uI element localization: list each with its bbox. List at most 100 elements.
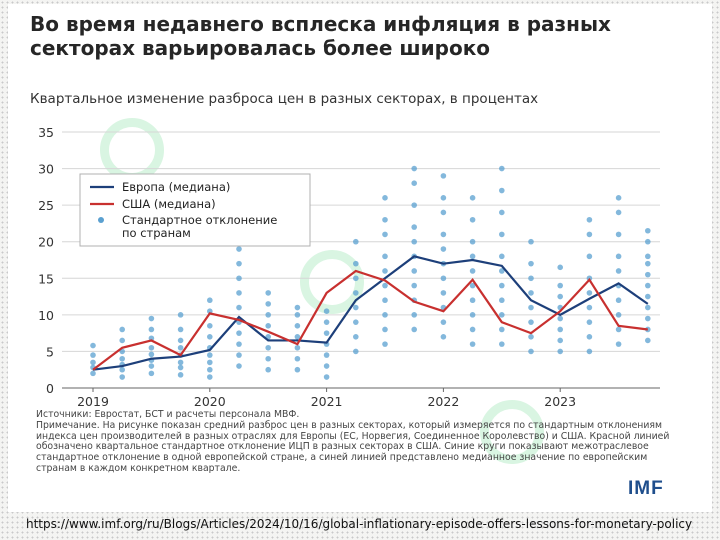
y-tick-label: 30 [38,162,54,177]
inflation-dispersion-chart: 0 5 10 15 20 25 30 35 2019 2020 2021 2022 2023 Евро… [38,125,660,409]
country-dot [148,326,155,333]
country-dot [499,231,505,238]
country-dot [528,290,534,296]
chart-card [8,4,712,512]
country-dot [499,297,505,304]
chart-subtitle: Квартальное изменение разброса цен в раз… [30,91,539,107]
country-dot [645,227,651,234]
country-dot [440,209,447,216]
country-dot [148,351,155,358]
country-dot [294,334,301,340]
country-dot [382,253,388,260]
country-dot [411,165,418,172]
country-dot [528,260,534,267]
country-dot [353,290,359,296]
country-dot [557,326,563,333]
country-dot [411,326,418,333]
country-dot [323,319,330,325]
country-dot [586,319,593,325]
country-dot [615,326,622,333]
country-dot [353,275,359,282]
country-dot [207,359,213,366]
country-dot [411,224,418,230]
country-dot [265,344,272,351]
notes: Источники: Евростат, БСТ и расчеты персо… [36,409,676,475]
x-tick-label: 2019 [77,394,109,409]
country-dot [119,374,125,380]
country-dot [236,363,242,369]
y-tick-label: 20 [38,235,54,250]
country-dot [499,268,505,274]
country-dot [586,216,593,223]
country-dot [586,348,593,355]
country-dot [645,304,651,311]
country-dot [528,319,534,325]
legend-dots-label: Стандартное отклонение по странам [122,213,281,240]
country-dot [353,319,359,325]
europe-median-line [92,255,649,371]
country-dot [645,260,651,267]
country-dot [528,348,534,355]
y-tick-label: 0 [46,381,54,396]
country-dot [645,293,651,300]
y-tick-label: 15 [38,271,54,286]
country-dot [177,364,184,371]
country-dot [323,352,330,358]
country-dot [294,304,301,311]
country-dot [557,315,563,322]
country-dot [469,326,476,333]
country-dots [90,165,651,380]
country-dot [265,312,272,318]
country-dot [265,323,272,329]
country-dot [382,216,388,223]
x-tick-label: 2023 [544,394,576,409]
country-dot [645,253,651,260]
country-dot [440,275,447,282]
usa-median-line [92,269,648,371]
country-dot [382,326,388,333]
country-dot [236,290,242,296]
country-dot [411,180,418,186]
source-url-link[interactable]: https://www.imf.org/ru/Blogs/Articles/20… [26,517,693,531]
country-dot [557,264,563,271]
country-dot [148,363,155,369]
country-dot [90,370,96,377]
country-dot [615,341,622,347]
x-axis-ticks: 2019 2020 2021 2022 2023 [77,388,576,409]
country-dot [382,231,388,238]
country-dot [528,238,534,245]
country-dot [236,330,242,336]
y-tick-label: 25 [38,198,54,213]
country-dot [499,209,505,216]
country-dot [207,366,213,373]
country-dot [294,312,301,318]
x-tick-label: 2022 [427,394,459,409]
country-dot [499,253,505,260]
country-dot [177,344,184,351]
country-dot [148,315,155,322]
legend-dots-label-line-1: Стандартное отклонение [122,213,277,227]
country-dot [265,290,272,296]
country-dot [469,312,476,318]
country-dot [90,352,96,358]
country-dot [207,334,213,340]
country-dot [265,301,272,307]
country-dot [323,363,330,369]
country-dot [586,334,593,340]
country-dot [528,304,534,311]
country-dot [615,195,622,201]
country-dot [499,282,505,289]
country-dot [382,195,388,201]
imf-logo: IMF [628,478,664,499]
country-dot [207,297,213,304]
country-dot [615,297,622,304]
country-dot [615,312,622,318]
country-dot [499,165,505,172]
country-dot [382,297,388,304]
country-dot [469,282,476,289]
country-dot [382,282,388,289]
country-dot [528,334,534,340]
country-dot [645,282,651,289]
country-dot [440,290,447,296]
chart-title: Во время недавнего всплеска инфляция в р… [30,12,611,60]
